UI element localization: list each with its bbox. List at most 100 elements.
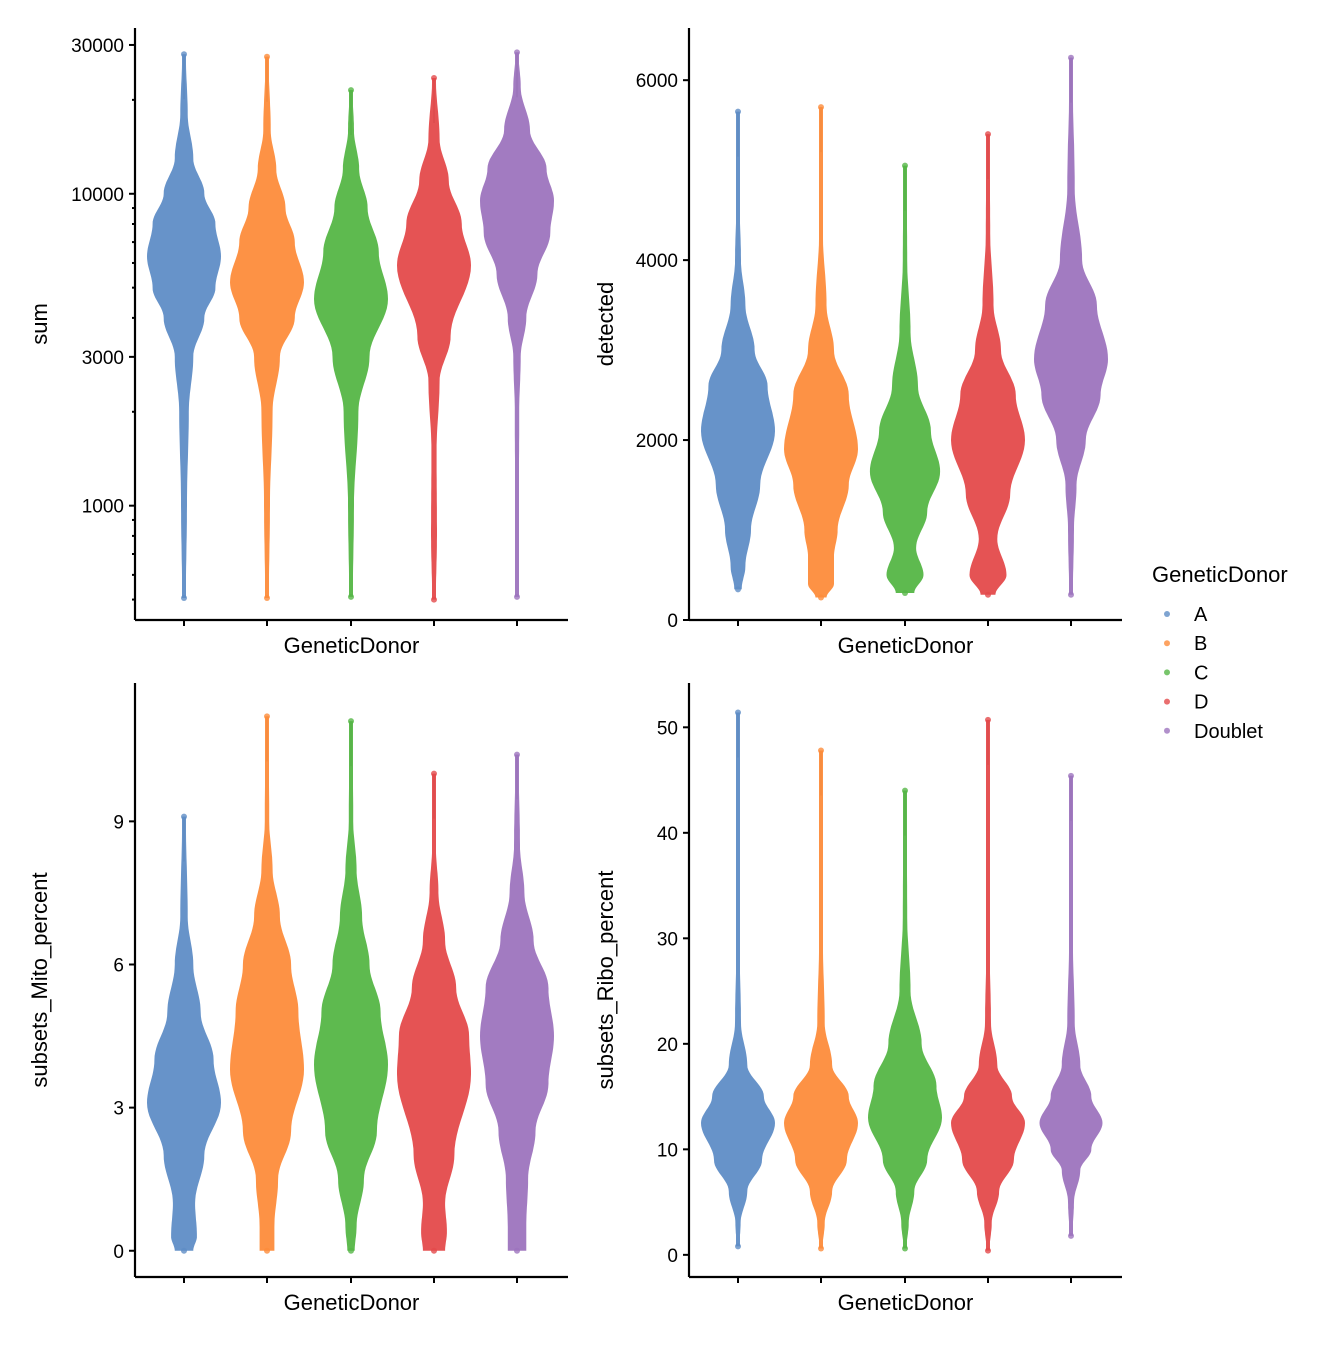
violin-A [701, 111, 775, 590]
legend-dot-icon [1164, 727, 1170, 734]
min-point-C [348, 1247, 354, 1254]
x-axis-title: GeneticDonor [838, 1290, 974, 1315]
min-point-A [735, 1243, 741, 1250]
violin-C [314, 90, 388, 597]
x-axis-title: GeneticDonor [838, 633, 974, 658]
y-axis-title: subsets_Mito_percent [27, 872, 52, 1087]
x-axis-title: GeneticDonor [284, 633, 420, 658]
min-point-Doublet [514, 1247, 520, 1254]
outlier-point-Doublet [1068, 54, 1074, 61]
violin-A [147, 54, 221, 599]
legend-item-D: D [1164, 692, 1208, 714]
min-point-Doublet [1068, 1232, 1074, 1239]
legend-label: D [1194, 692, 1208, 714]
min-point-D [431, 596, 437, 603]
violin-D [397, 773, 471, 1251]
y-tick-label: 0 [667, 611, 678, 632]
min-point-B [818, 594, 824, 601]
y-tick-label: 6000 [636, 71, 678, 92]
outlier-point-B [264, 53, 270, 60]
y-axis-title: detected [593, 282, 618, 366]
outlier-point-B [264, 713, 270, 720]
outlier-point-Doublet [514, 49, 520, 56]
violin-C [869, 165, 941, 593]
violin-B [784, 107, 858, 598]
outlier-point-D [431, 770, 437, 777]
min-point-D [431, 1247, 437, 1254]
min-point-C [902, 1245, 908, 1252]
violin-A [701, 712, 775, 1247]
outlier-point-C [902, 787, 908, 794]
violin-D [951, 719, 1025, 1251]
outlier-point-A [735, 709, 741, 716]
outlier-point-B [818, 747, 824, 754]
y-axis-title: subsets_Ribo_percent [593, 871, 618, 1090]
outlier-point-B [818, 104, 824, 111]
panel-subsets_Ribo_percent: 0 10 20 30 40 50 GeneticDonor subsets_Ribo_perc… [593, 683, 1122, 1315]
outlier-point-C [348, 718, 354, 725]
y-tick-label: 40 [657, 824, 678, 845]
legend-dot-icon [1164, 698, 1170, 705]
violin-Doublet [480, 52, 554, 597]
outlier-point-D [985, 131, 991, 138]
panel-subsets_Mito_percent: 0 3 6 9 GeneticDonor subsets_Mito_percent [27, 683, 568, 1315]
violin-Doublet [480, 754, 554, 1251]
y-tick-label: 4000 [636, 251, 678, 272]
y-tick-label: 50 [657, 718, 678, 739]
min-point-A [181, 1247, 187, 1254]
min-point-B [818, 1245, 824, 1252]
legend-item-B: B [1164, 633, 1207, 655]
y-tick-label: 9 [113, 812, 124, 833]
violin-B [784, 750, 858, 1249]
min-point-Doublet [514, 593, 520, 600]
violin-A [147, 816, 221, 1251]
y-tick-label: 0 [113, 1242, 124, 1263]
legend-label: A [1194, 604, 1208, 626]
y-tick-label: 3000 [82, 348, 124, 369]
y-tick-label: 1000 [82, 497, 124, 518]
y-tick-label: 2000 [636, 431, 678, 452]
x-axis-title: GeneticDonor [284, 1290, 420, 1315]
violin-C [868, 790, 942, 1249]
min-point-Doublet [1068, 591, 1074, 598]
outlier-point-A [735, 108, 741, 115]
legend-label: C [1194, 662, 1208, 684]
y-tick-label: 10000 [71, 185, 124, 206]
panel-detected: 0 2000 4000 6000 GeneticDonor detected [593, 28, 1122, 658]
legend-item-Doublet: Doublet [1164, 721, 1263, 743]
legend-label: Doublet [1194, 721, 1263, 743]
legend-item-A: A [1164, 604, 1208, 626]
min-point-D [985, 1247, 991, 1254]
y-tick-label: 0 [667, 1246, 678, 1267]
min-point-B [264, 594, 270, 601]
y-tick-label: 10 [657, 1140, 678, 1161]
outlier-point-Doublet [1068, 772, 1074, 779]
legend-item-C: C [1164, 662, 1208, 684]
min-point-C [902, 590, 908, 597]
min-point-A [181, 594, 187, 601]
y-tick-label: 30000 [71, 36, 124, 57]
min-point-D [985, 591, 991, 598]
outlier-point-D [985, 716, 991, 723]
violin-B [230, 56, 304, 598]
legend-title: GeneticDonor [1152, 562, 1288, 587]
violin-Doublet [1039, 775, 1103, 1236]
outlier-point-Doublet [514, 751, 520, 758]
legend-dot-icon [1164, 669, 1170, 676]
violin-D [951, 134, 1025, 595]
violin-B [230, 716, 304, 1251]
y-tick-label: 3 [113, 1099, 124, 1120]
outlier-point-D [431, 75, 437, 82]
outlier-point-A [181, 813, 187, 820]
violin-D [397, 78, 471, 600]
legend-dot-icon [1164, 640, 1170, 647]
violin-Doublet [1034, 57, 1108, 595]
min-point-B [264, 1247, 270, 1254]
outlier-point-C [902, 162, 908, 169]
panel-sum: 1000 3000 10000 30000 GeneticDonor sum [27, 28, 568, 658]
outlier-point-C [348, 87, 354, 94]
outlier-point-A [181, 51, 187, 58]
min-point-A [735, 586, 741, 593]
min-point-C [348, 593, 354, 600]
